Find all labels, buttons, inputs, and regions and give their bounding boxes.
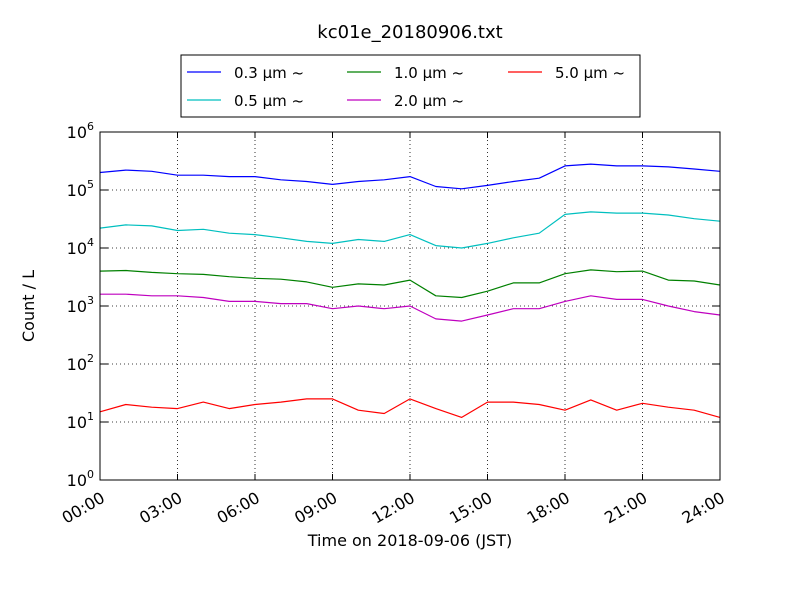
legend-box (180, 54, 641, 118)
x-axis-label: Time on 2018-09-06 (JST) (307, 531, 512, 550)
y-tick-labels: 100 101 102 103 104 105 106 (67, 120, 94, 490)
legend-label: 1.0 μm ~ (394, 64, 464, 82)
y-tick-label: 102 (67, 352, 94, 374)
legend-label: 2.0 μm ~ (394, 92, 464, 110)
y-tick-label: 100 (67, 468, 94, 490)
legend-label: 0.5 μm ~ (234, 92, 304, 110)
legend: 0.3 μm ~ 0.5 μm ~ 1.0 μm ~ 2.0 μm ~ 5.0 μm ~ (180, 54, 641, 118)
plot-lines (99, 163, 721, 418)
y-tick-label: 105 (67, 178, 94, 200)
grid (100, 132, 720, 480)
series-line-1 (99, 163, 721, 190)
y-tick-label: 106 (67, 120, 94, 142)
series-line-5 (99, 398, 721, 418)
series-line-4 (100, 293, 721, 322)
y-tick-label: 104 (67, 236, 94, 258)
chart-title: kc01e_20180906.txt (317, 22, 502, 43)
legend-label: 0.3 μm ~ (234, 64, 304, 82)
y-tick-label: 103 (67, 294, 94, 316)
legend-label: 5.0 μm ~ (555, 64, 625, 82)
series-line-2 (99, 211, 721, 249)
y-tick-label: 101 (67, 410, 94, 432)
y-axis-label: Count / L (19, 270, 38, 342)
series-line-3 (99, 269, 721, 299)
ticks (99, 131, 721, 481)
